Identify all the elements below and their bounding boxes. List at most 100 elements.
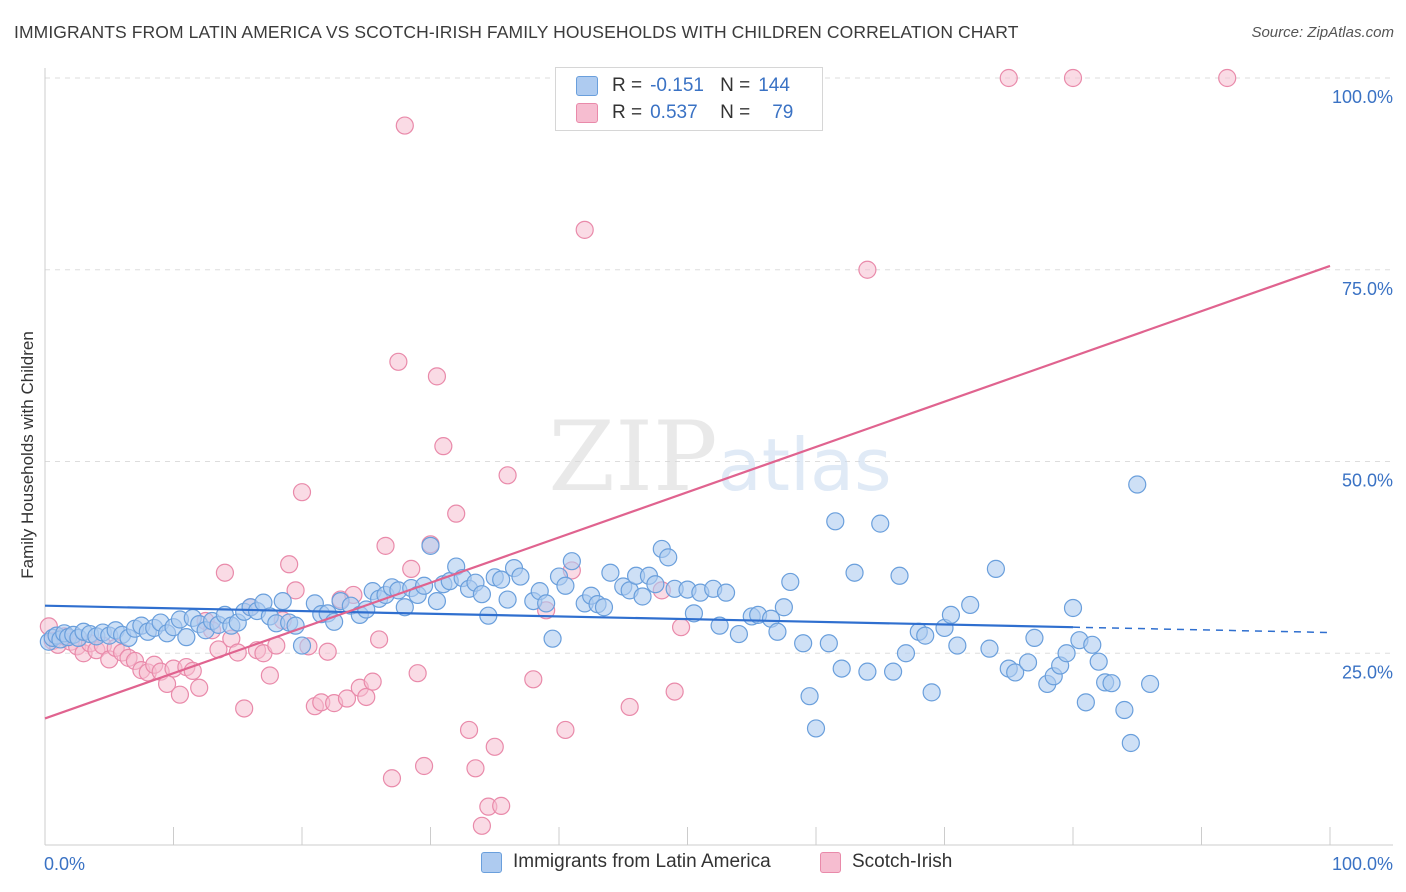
latin-america-point [794, 634, 813, 653]
latin-america-point [684, 604, 704, 623]
latin-america-point [858, 662, 877, 681]
latin-america-point [716, 583, 736, 602]
tick-labels: 25.0% 50.0% 75.0% 100.0% 0.0% 100.0% [44, 87, 1393, 874]
legend-r-label: R = [612, 102, 643, 123]
watermark-atlas: atlas [718, 423, 892, 507]
latin-america-point [601, 563, 620, 582]
latin-america-point [941, 605, 961, 625]
latin-america-point [1128, 475, 1147, 494]
scotch-irish-point [370, 630, 389, 649]
latin-america-point [832, 659, 851, 678]
latin-america-point [871, 514, 890, 533]
latin-america-point [781, 572, 800, 592]
scotch-irish-trend-line [44, 264, 1331, 720]
latin-america-point [986, 559, 1006, 578]
latin-america-point [357, 600, 376, 619]
latin-america-point [768, 622, 787, 641]
latin-america-point [492, 570, 511, 589]
scotch-irish-point [376, 536, 395, 555]
latin-america-point [543, 629, 562, 648]
scotch-irish-point [382, 769, 402, 788]
latin-america-points [39, 475, 1160, 753]
latin-america-point [1076, 693, 1095, 712]
latin-america-point [556, 576, 575, 595]
latin-america-point [710, 616, 729, 635]
scotch-irish-point [190, 678, 209, 697]
latin-america-point [948, 636, 967, 655]
x-tick-label-max: 100.0% [1332, 854, 1393, 874]
scotch-irish-point [215, 563, 234, 582]
latin-america-point [1057, 644, 1076, 663]
bottom-legend-latin-america: Immigrants from Latin America [481, 851, 771, 873]
scotch-irish-point [402, 559, 421, 578]
latin-america-point [806, 719, 826, 738]
latin-america-point [1006, 663, 1025, 682]
latin-america-point [922, 683, 941, 702]
bottom-legend-scotch-irish: Scotch-Irish [820, 851, 952, 873]
latin-america-point [273, 591, 292, 611]
y-axis-label: Family Households with Children [18, 331, 37, 579]
latin-america-point [421, 536, 440, 555]
scotch-irish-point [459, 720, 479, 740]
latin-america-point [498, 590, 517, 609]
correlation-legend: R = -0.151 N = 144 R = 0.537 N = 79 [555, 67, 823, 131]
latin-america-point [729, 624, 749, 644]
latin-america-point [1089, 652, 1108, 671]
scotch-irish-point [286, 581, 305, 600]
scotch-irish-point [556, 720, 575, 740]
scotch-irish-point [858, 260, 877, 279]
scotch-irish-point [498, 466, 517, 485]
scotch-irish-point [447, 504, 466, 523]
bottom-legend-label: Scotch-Irish [852, 851, 953, 872]
chart-title: IMMIGRANTS FROM LATIN AMERICA VS SCOTCH-… [14, 22, 1019, 42]
grid-lines [45, 77, 1393, 654]
legend-n-value: 144 [758, 75, 790, 96]
scotch-irish-point [671, 618, 691, 637]
scotch-irish-point [363, 672, 382, 691]
latin-america-point [286, 616, 305, 635]
y-tick-label: 25.0% [1342, 662, 1393, 682]
bottom-swatch-pink [820, 851, 841, 873]
legend-row-latin-america: R = -0.151 N = 144 [576, 73, 790, 99]
bottom-swatch-blue [481, 851, 502, 873]
legend-r-value: 0.537 [650, 102, 698, 123]
chart-source: Source: ZipAtlas.com [1251, 24, 1394, 41]
scotch-irish-point [620, 697, 639, 717]
latin-america-point [774, 598, 793, 617]
scotch-irish-point [389, 352, 408, 371]
scotch-irish-point [408, 664, 427, 683]
scotch-irish-point [492, 796, 511, 815]
latin-america-point [980, 639, 999, 658]
legend-n-value: 79 [772, 102, 794, 123]
scotch-irish-point [280, 555, 299, 574]
watermark-zip: ZIP [548, 401, 717, 513]
latin-america-point [1102, 674, 1121, 693]
latin-america-point [800, 687, 819, 706]
scotch-irish-point [485, 737, 504, 756]
scotch-irish-point [292, 483, 312, 502]
y-tick-label: 100.0% [1332, 87, 1393, 107]
latin-america-trend-extension [1072, 626, 1331, 634]
scotch-irish-point [337, 689, 357, 708]
latin-america-point [511, 567, 530, 586]
scotch-irish-point [524, 670, 543, 689]
bottom-legend-label: Immigrants from Latin America [513, 851, 771, 872]
latin-america-point [395, 598, 414, 617]
latin-america-point [562, 552, 581, 571]
latin-america-point [819, 634, 838, 653]
legend-n-label: N = [720, 102, 751, 123]
latin-america-point [826, 512, 845, 531]
latin-america-point [472, 585, 491, 604]
scotch-irish-point [466, 759, 485, 778]
latin-america-point [427, 591, 447, 611]
y-tick-label: 50.0% [1342, 471, 1393, 491]
scotch-irish-point [318, 642, 337, 661]
scotch-irish-point [414, 756, 434, 776]
trend-lines [44, 264, 1331, 720]
scotch-irish-point [575, 220, 594, 239]
y-tick-label: 75.0% [1342, 279, 1393, 299]
latin-america-point [1083, 635, 1102, 654]
latin-america-point [659, 548, 678, 567]
latin-america-point [883, 662, 903, 681]
